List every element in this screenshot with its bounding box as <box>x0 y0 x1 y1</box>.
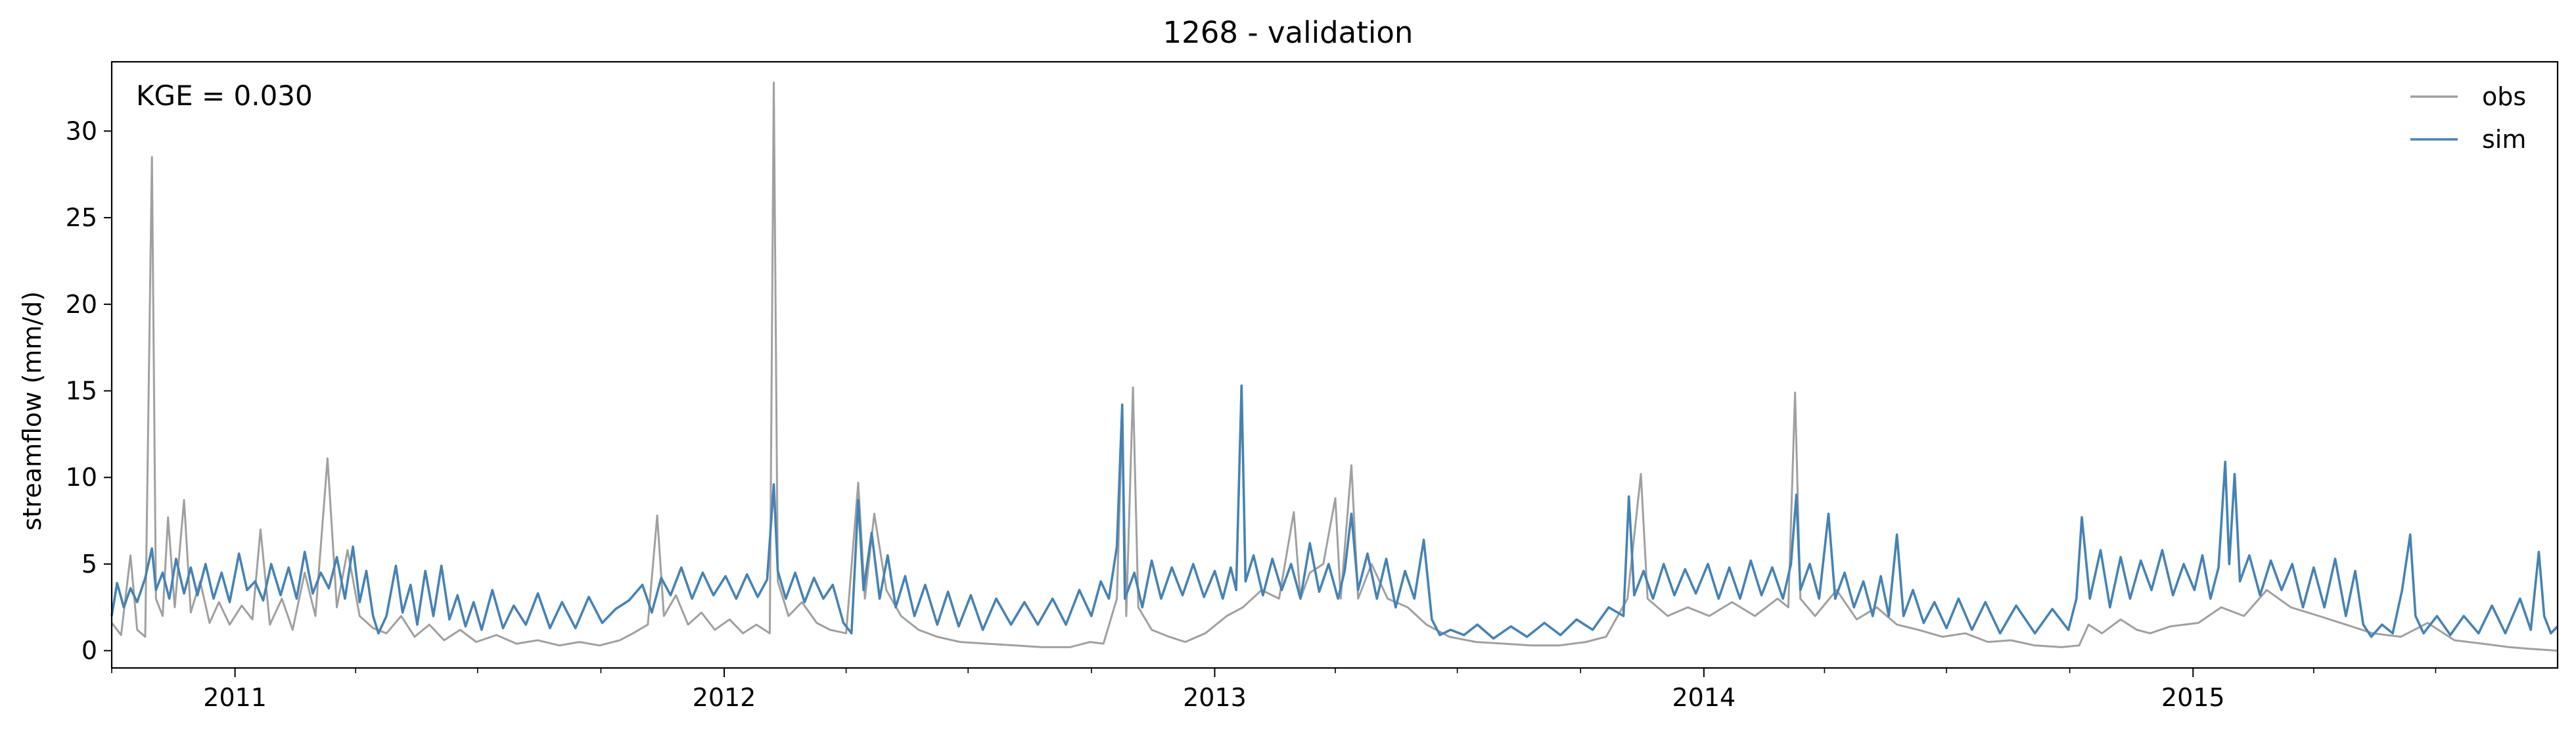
kge-annotation: KGE = 0.030 <box>136 80 313 112</box>
y-tick-label: 25 <box>66 203 97 232</box>
x-tick-label: 2014 <box>1672 683 1736 712</box>
y-tick-label: 10 <box>66 463 97 492</box>
sim-line <box>110 384 2559 640</box>
legend-obs-label: obs <box>2482 82 2526 111</box>
legend-sim-label: sim <box>2482 125 2526 154</box>
y-tick-label: 5 <box>81 550 97 579</box>
legend: obs sim <box>2410 82 2526 154</box>
y-tick-label: 0 <box>81 636 97 665</box>
x-tick-label: 2011 <box>203 683 267 712</box>
plot-frame <box>110 60 2559 669</box>
axes: 0 5 10 15 20 25 30 2011 2012 2013 2014 2015 <box>66 60 2559 712</box>
chart-title: 1268 - validation <box>1163 15 1414 50</box>
x-tick-label: 2012 <box>693 683 756 712</box>
y-tick-label: 30 <box>66 116 97 145</box>
y-axis-label: streamflow (mm/d) <box>18 291 47 531</box>
x-tick-label: 2013 <box>1183 683 1247 712</box>
y-tick-label: 20 <box>66 290 97 319</box>
sim-series <box>110 384 2559 640</box>
y-tick-label: 15 <box>66 377 97 406</box>
x-tick-label: 2015 <box>2161 683 2225 712</box>
